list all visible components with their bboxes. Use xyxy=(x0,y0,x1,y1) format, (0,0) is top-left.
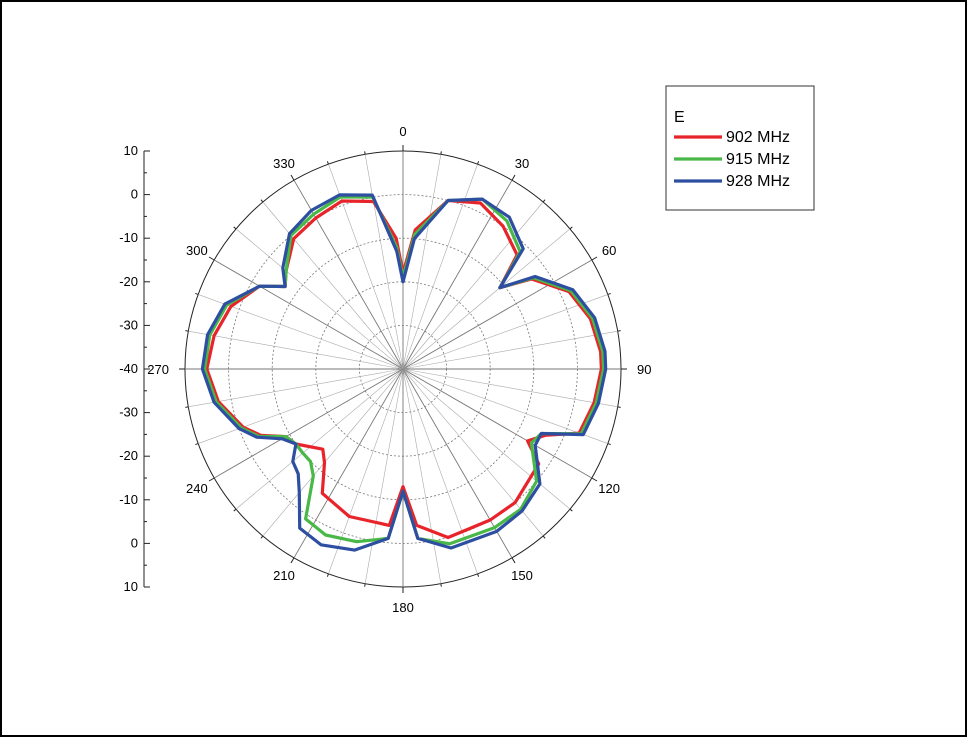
angle-tick-label: 60 xyxy=(602,243,616,258)
angle-tick-mark xyxy=(260,199,264,203)
angle-tick-mark xyxy=(607,292,611,295)
radial-tick-label: 0 xyxy=(131,535,138,550)
polar-grid-spoke xyxy=(402,368,593,479)
angle-tick-mark xyxy=(326,161,329,165)
radial-tick-label: 0 xyxy=(131,187,138,202)
angle-tick-mark xyxy=(208,477,215,482)
angle-tick-mark xyxy=(364,151,366,155)
angle-tick-mark xyxy=(511,174,516,181)
polar-grid-spoke xyxy=(188,330,404,370)
radial-tick-label: -20 xyxy=(119,274,138,289)
angle-tick-label: 90 xyxy=(637,362,651,377)
polar-grid-spoke xyxy=(402,228,571,370)
radial-tick-label: -10 xyxy=(119,492,138,507)
polar-grid-spoke xyxy=(293,368,404,559)
angle-tick-mark xyxy=(569,226,573,230)
polar-grid-spoke xyxy=(402,154,442,370)
angle-tick-mark xyxy=(569,508,573,512)
radial-tick-label: -20 xyxy=(119,448,138,463)
polar-grid-spoke xyxy=(402,368,571,510)
angle-tick-mark xyxy=(542,535,546,539)
angle-tick-mark xyxy=(185,406,189,408)
polar-grid-spoke xyxy=(402,259,593,370)
radial-tick-label: -40 xyxy=(119,361,138,376)
legend-entry-label: 902 MHz xyxy=(726,129,790,146)
polar-grid-spoke xyxy=(364,154,404,370)
angle-tick-mark xyxy=(290,557,295,564)
angle-tick-mark xyxy=(195,443,199,446)
polar-grid-spoke xyxy=(188,368,404,408)
polar-grid-spoke xyxy=(402,368,442,584)
angle-tick-mark xyxy=(607,443,611,446)
legend-title: E xyxy=(674,109,685,126)
polar-grid-spoke xyxy=(364,368,404,584)
angle-tick-mark xyxy=(511,557,516,564)
legend-entry-label: 915 MHz xyxy=(726,151,790,168)
radial-tick-label: -30 xyxy=(119,317,138,332)
polar-grid-spoke xyxy=(213,368,404,479)
angle-tick-mark xyxy=(440,151,442,155)
angle-tick-labels: 0 30 60 90 120 150 180 210 240 270 300 330 xyxy=(147,124,651,615)
angle-tick-label: 270 xyxy=(147,362,169,377)
angle-tick-mark xyxy=(260,535,264,539)
series-line-928-mhz xyxy=(200,193,608,552)
angle-tick-mark xyxy=(542,199,546,203)
angle-tick-mark xyxy=(591,256,598,261)
angle-tick-mark xyxy=(233,226,237,230)
angle-tick-label: 30 xyxy=(515,156,529,171)
polar-grid-spoke xyxy=(402,368,608,444)
legend-box xyxy=(665,85,815,211)
angle-tick-mark xyxy=(477,573,480,577)
polar-grid-spoke xyxy=(402,294,608,370)
angle-tick-label: 330 xyxy=(273,156,295,171)
radial-axis-scale: 10 0 -10 -20 -30 -40 -30 -20 -10 0 10 xyxy=(119,143,150,594)
polar-grid-spoke xyxy=(235,368,404,510)
angle-tick-label: 300 xyxy=(186,243,208,258)
angle-tick-label: 180 xyxy=(392,600,414,615)
data-series xyxy=(200,193,608,552)
angle-tick-mark xyxy=(290,174,295,181)
angle-tick-mark xyxy=(233,508,237,512)
polar-grid-spoke xyxy=(402,330,618,370)
polar-grid-spoke xyxy=(198,294,404,370)
angle-tick-label: 120 xyxy=(598,481,620,496)
polar-grid-spoke xyxy=(235,228,404,370)
angle-tick-mark xyxy=(208,256,215,261)
polar-grid-spoke xyxy=(402,368,618,408)
radial-tick-label: 10 xyxy=(124,579,138,594)
radial-tick-label: -30 xyxy=(119,405,138,420)
angle-tick-mark xyxy=(440,583,442,587)
polar-grid xyxy=(179,145,627,593)
radial-tick-label: -10 xyxy=(119,230,138,245)
angle-tick-mark xyxy=(591,477,598,482)
polar-grid-spoke xyxy=(262,368,404,537)
polar-grid-spoke xyxy=(402,201,544,370)
angle-tick-label: 240 xyxy=(186,481,208,496)
polar-grid-spoke xyxy=(402,179,513,370)
angle-tick-label: 150 xyxy=(511,568,533,583)
polar-grid-spoke xyxy=(262,201,404,370)
angle-tick-label: 210 xyxy=(273,568,295,583)
angle-tick-mark xyxy=(195,292,199,295)
legend-entry-label: 928 MHz xyxy=(726,173,790,190)
angle-tick-mark xyxy=(326,573,329,577)
polar-grid-spoke xyxy=(198,368,404,444)
angle-tick-mark xyxy=(477,161,480,165)
angle-tick-mark xyxy=(364,583,366,587)
angle-tick-label: 0 xyxy=(399,124,406,139)
radial-tick-label: 10 xyxy=(124,143,138,158)
angle-tick-mark xyxy=(185,330,189,332)
angle-tick-mark xyxy=(617,406,621,408)
angle-tick-mark xyxy=(617,330,621,332)
polar-grid-spoke xyxy=(213,259,404,370)
legend: E 902 MHz 915 MHz 928 MHz xyxy=(665,85,815,211)
